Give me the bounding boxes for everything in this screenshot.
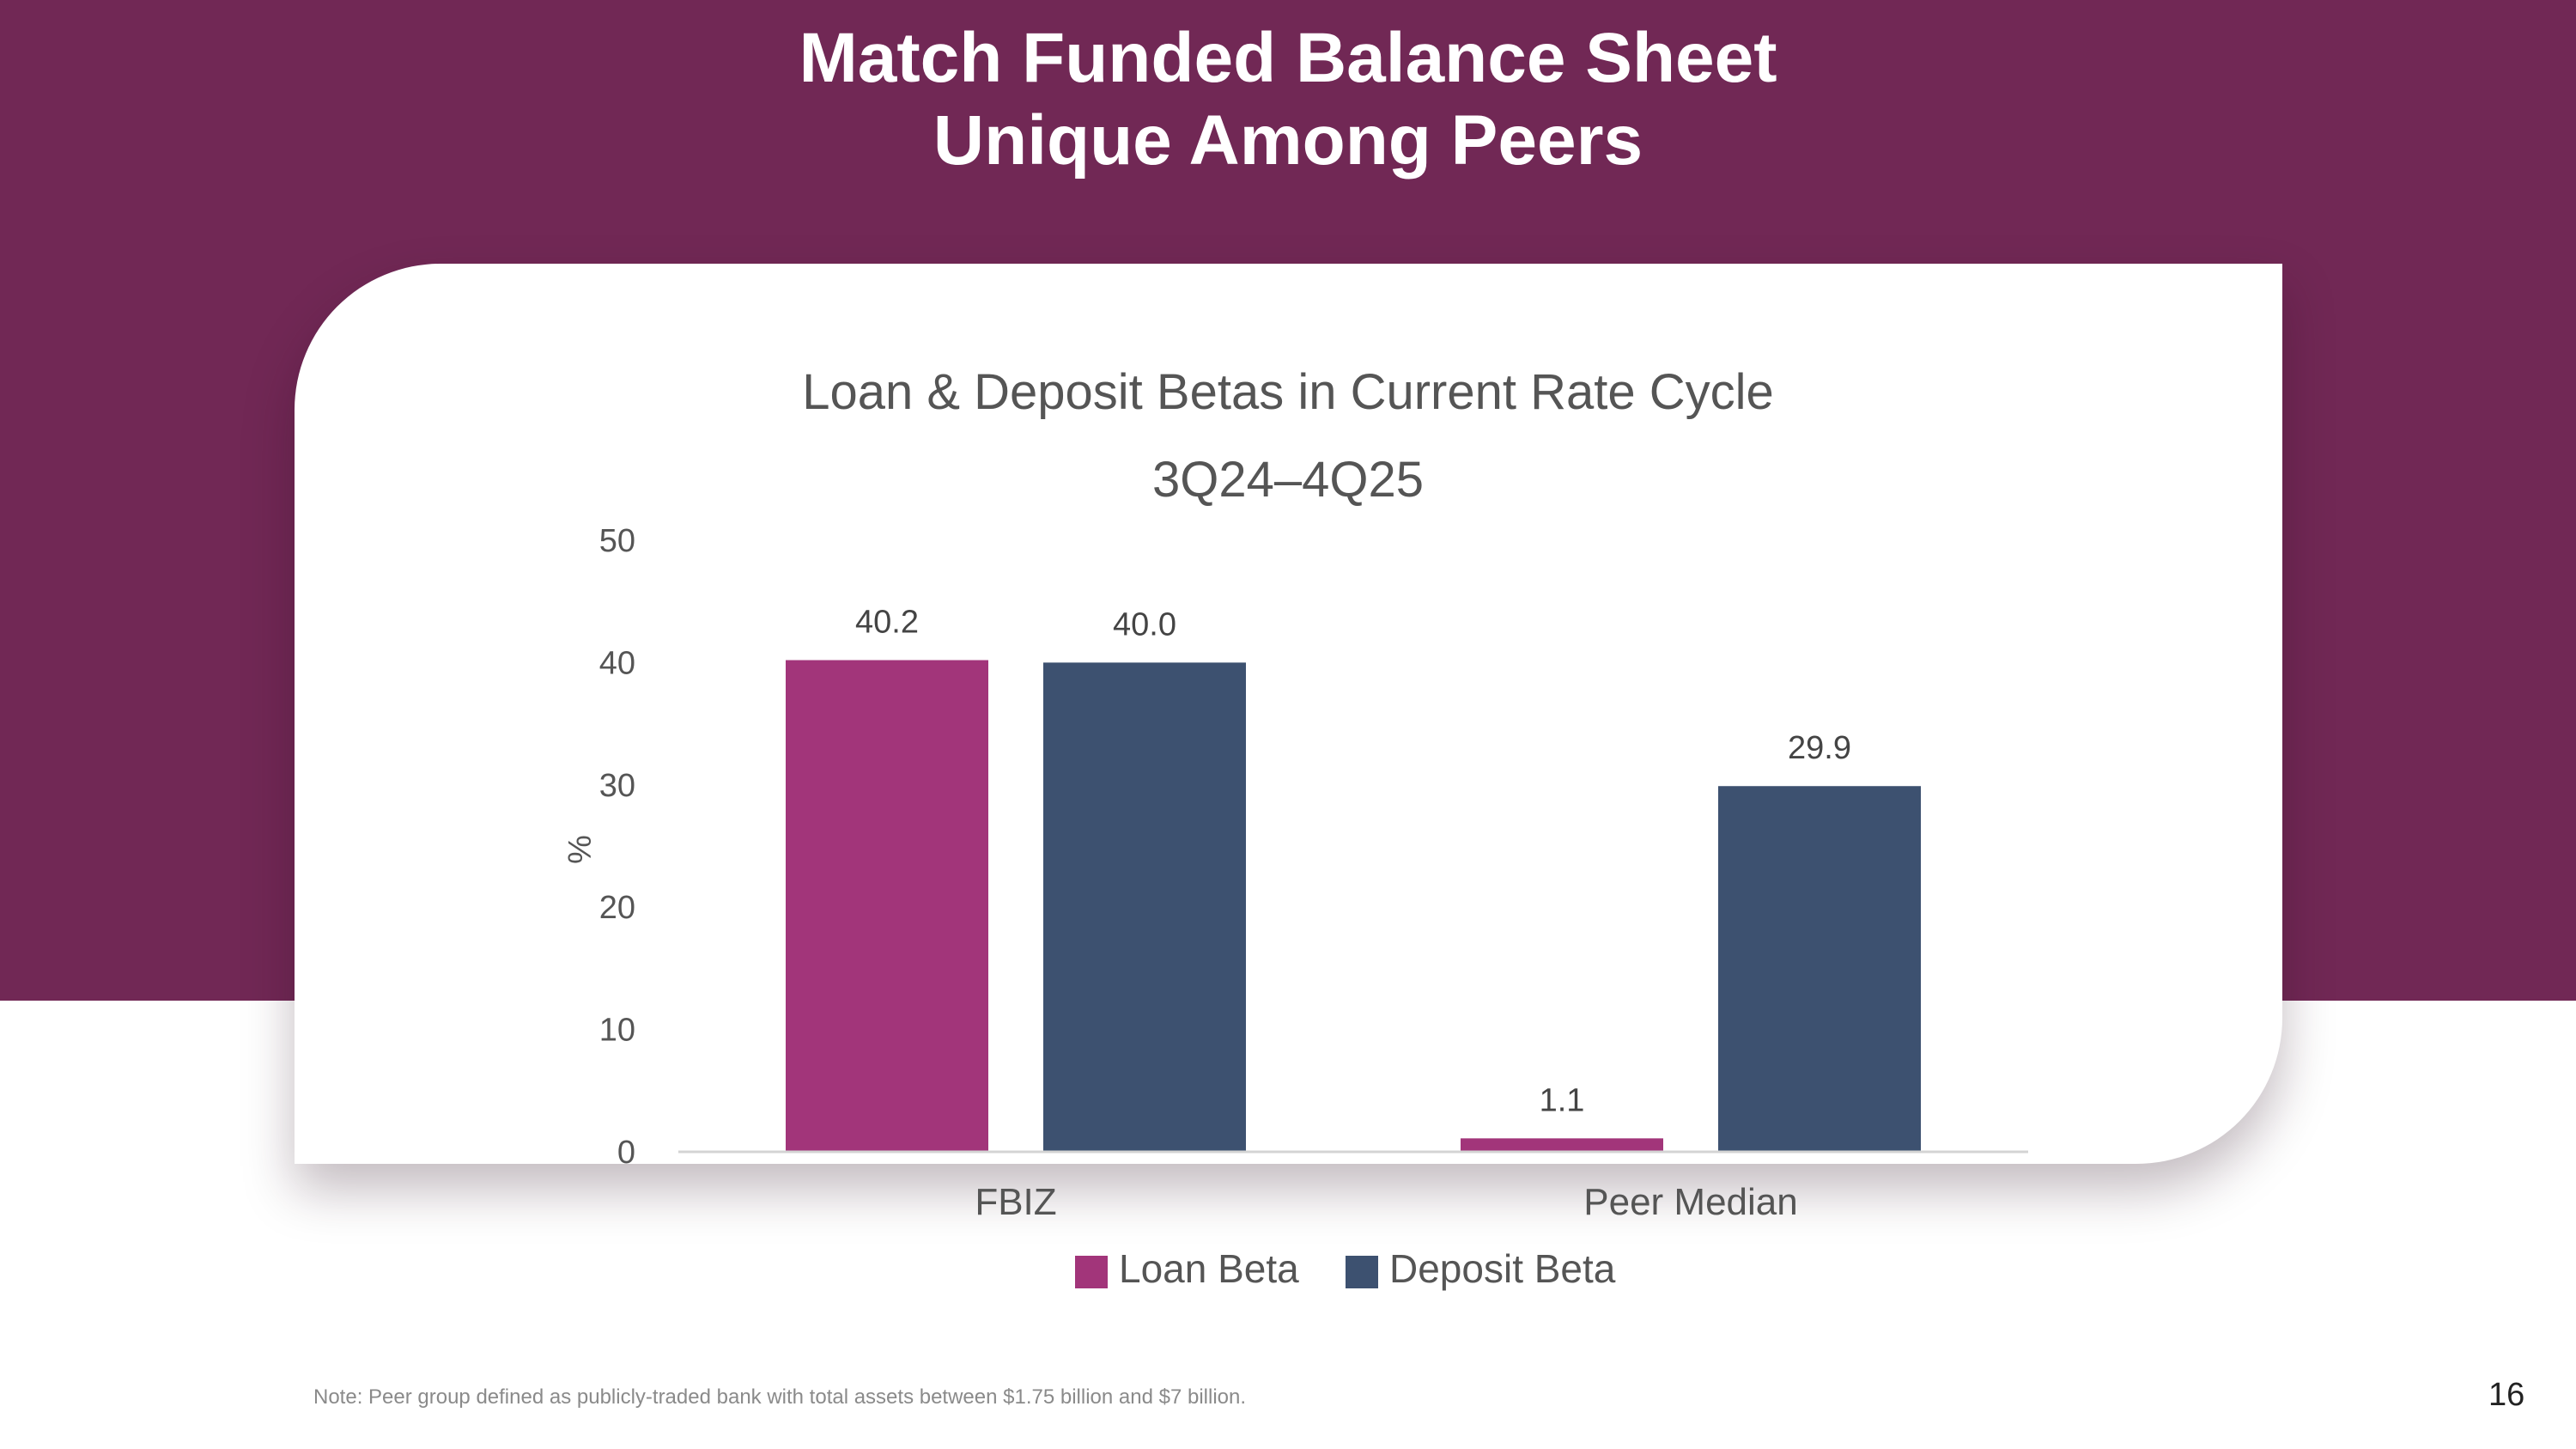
y-tick-label: 40 (599, 645, 635, 681)
legend-label: Deposit Beta (1389, 1246, 1616, 1291)
y-axis-label: % (561, 835, 597, 864)
page-number: 16 (2488, 1377, 2525, 1413)
x-axis-ticks: FBIZ Peer Median (975, 1181, 1797, 1223)
y-tick-label: 20 (599, 890, 635, 926)
footnote: Note: Peer group defined as publicly-tra… (313, 1385, 1247, 1409)
bar-value-label: 29.9 (1788, 730, 1851, 766)
slide-title-line-2: Unique Among Peers (933, 101, 1643, 180)
bar-value-label: 40.0 (1113, 606, 1176, 642)
slide-title-line-1: Match Funded Balance Sheet (799, 19, 1777, 97)
legend-swatch (1346, 1256, 1378, 1288)
x-tick-label: FBIZ (975, 1181, 1056, 1223)
y-tick-label: 10 (599, 1013, 635, 1049)
y-tick-label: 50 (599, 523, 635, 559)
bars (786, 660, 1921, 1152)
bar-loan-beta-fbiz (786, 660, 988, 1152)
x-tick-label: Peer Median (1583, 1181, 1797, 1223)
chart-subtitle: 3Q24–4Q25 (1152, 452, 1424, 508)
bar-loan-beta-peer-median (1461, 1138, 1663, 1152)
y-tick-label: 0 (617, 1135, 635, 1171)
slide-title: Match Funded Balance Sheet Unique Among … (0, 17, 2576, 182)
chart-card (295, 264, 2282, 1164)
legend-label: Loan Beta (1119, 1246, 1299, 1291)
y-axis-ticks: 0 10 20 30 40 50 (599, 523, 635, 1171)
bar-value-labels: 40.2 40.0 1.1 29.9 (855, 605, 1851, 1119)
chart-title: Loan & Deposit Betas in Current Rate Cyc… (802, 364, 1774, 420)
bar-value-label: 1.1 (1540, 1082, 1585, 1118)
bar-deposit-beta-peer-median (1718, 786, 1921, 1152)
bar-deposit-beta-fbiz (1043, 662, 1246, 1152)
legend: Loan Beta Deposit Beta (1075, 1246, 1616, 1291)
y-tick-label: 30 (599, 768, 635, 804)
bar-value-label: 40.2 (855, 605, 919, 641)
legend-swatch (1075, 1256, 1108, 1288)
